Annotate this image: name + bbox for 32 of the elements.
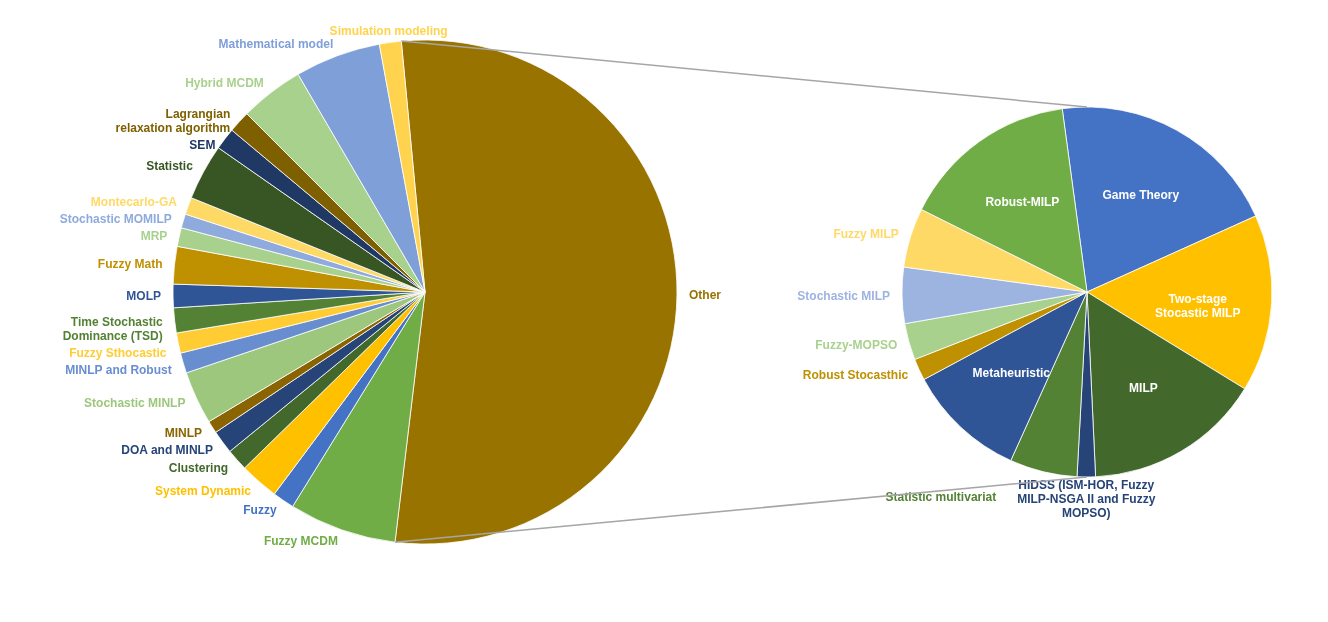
slice-label: MRP bbox=[140, 228, 168, 243]
slice-label: MILP bbox=[1129, 380, 1158, 395]
slice-label: Stochastic MILP bbox=[797, 288, 891, 303]
slice-label: Stochastic MINLP bbox=[84, 395, 186, 410]
slice-label: Fuzzy Math bbox=[97, 256, 163, 271]
slice-label: Fuzzy MCDM bbox=[263, 534, 338, 549]
slice-label: MOLP bbox=[126, 289, 162, 304]
slice-label: MINLP bbox=[164, 426, 203, 441]
slice-label: Fuzzy Sthocastic bbox=[69, 345, 167, 360]
slice-label: Two-stage Stocastic MILP bbox=[1155, 292, 1241, 321]
slice-label: Clustering bbox=[168, 460, 229, 475]
slice-label: System Dynamic bbox=[154, 483, 252, 498]
slice-label: Robust-MILP bbox=[985, 194, 1060, 209]
slice-label: Simulation modeling bbox=[329, 23, 448, 38]
slice-label: Other bbox=[688, 288, 722, 303]
slice-label: Hybrid MCDM bbox=[185, 75, 264, 90]
slice-label: Time Stochastic Dominance (TSD) bbox=[62, 314, 164, 343]
slice-label: Metaheuristic bbox=[972, 366, 1051, 381]
slice-label: DOA and MINLP bbox=[121, 443, 213, 458]
slice-label: Mathematical model bbox=[218, 37, 334, 52]
slice-label: SEM bbox=[189, 137, 216, 152]
slice-label: Game Theory bbox=[1102, 187, 1180, 202]
slice-label: Montecarlo-GA bbox=[90, 194, 178, 209]
slice-label: Statistic multivariat bbox=[885, 490, 997, 505]
slice-label: Fuzzy-MOPSO bbox=[815, 338, 898, 353]
slice-label: Fuzzy bbox=[243, 503, 277, 518]
slice-label: Statistic bbox=[146, 159, 194, 174]
slice-label: Fuzzy MILP bbox=[833, 226, 899, 241]
slice-label: MINLP and Robust bbox=[65, 362, 172, 377]
slice-label: Lagrangian relaxation algorithm bbox=[115, 106, 231, 135]
slice-label: Robust Stocasthic bbox=[802, 367, 909, 382]
slice-label: Stochastic MOMILP bbox=[59, 211, 172, 226]
